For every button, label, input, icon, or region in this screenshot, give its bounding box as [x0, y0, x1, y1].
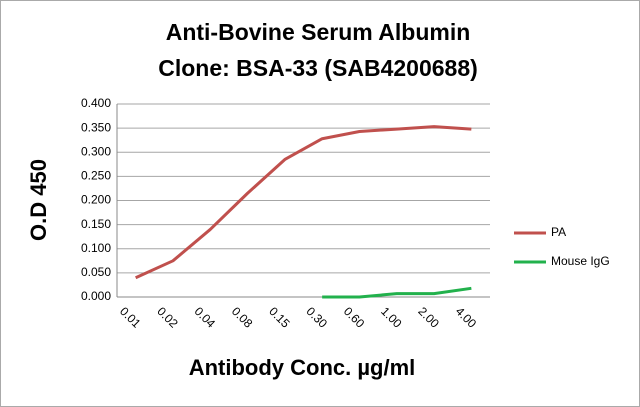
y-tick-label: 0.300	[81, 144, 111, 158]
data-line	[135, 125, 472, 280]
x-axis-title: Antibody Conc. µg/ml	[189, 355, 416, 380]
y-tick-label: 0.250	[81, 169, 111, 183]
y-axis-title: O.D 450	[26, 159, 51, 241]
y-tick-label: 0.350	[81, 120, 111, 134]
y-tick-label: 0.050	[81, 265, 111, 279]
chart-subtitle: Clone: BSA-33 (SAB4200688)	[158, 55, 478, 81]
y-tick-label: 0.200	[81, 193, 111, 207]
y-tick-label: 0.100	[81, 241, 111, 255]
chart-title: Anti-Bovine Serum Albumin	[166, 19, 471, 45]
y-tick-label: 0.000	[81, 289, 111, 303]
data-line	[322, 286, 472, 299]
y-tick-label: 0.150	[81, 217, 111, 231]
y-tick-label: 0.400	[81, 96, 111, 110]
legend-label: PA	[551, 225, 566, 239]
legend-label: Mouse IgG	[551, 254, 610, 268]
